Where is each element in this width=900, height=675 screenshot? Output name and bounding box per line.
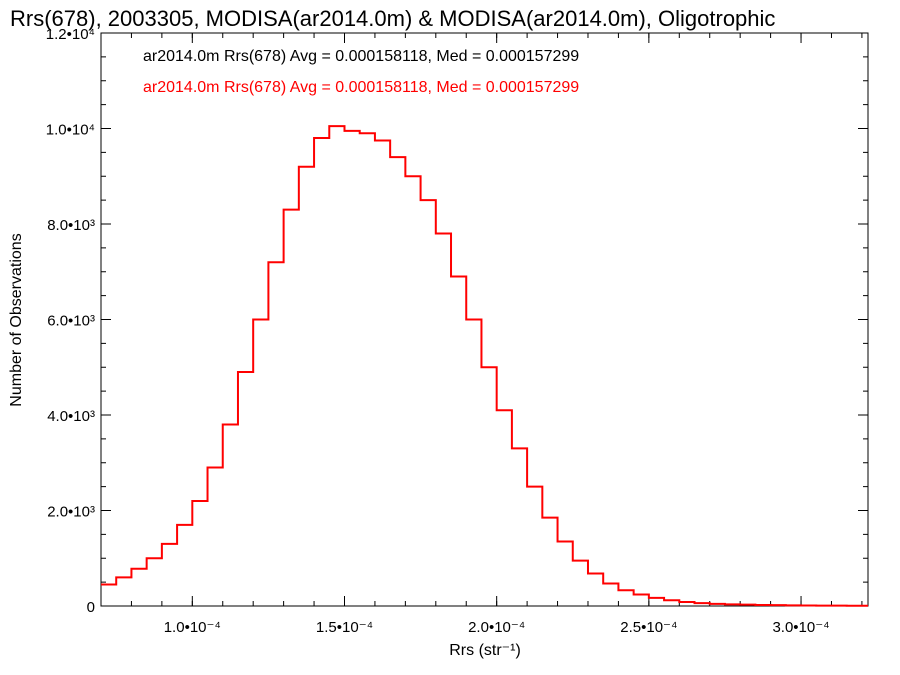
stats-line-red: ar2014.0m Rrs(678) Avg = 0.000158118, Me… [143,79,579,96]
x-tick-label: 1.5•10⁻⁴ [316,619,373,636]
x-tick-label: 3.0•10⁻⁴ [772,619,829,636]
x-axis-label: Rrs (str⁻¹) [449,642,521,659]
y-tick-label: 1.0•10⁴ [46,122,95,139]
y-tick-label: 8.0•10³ [47,217,95,234]
y-tick-label: 1.2•10⁴ [46,26,95,43]
y-tick-label: 6.0•10³ [47,313,95,330]
plot-frame [100,32,869,607]
x-tick-label: 1.0•10⁻⁴ [164,619,221,636]
stats-line-black: ar2014.0m Rrs(678) Avg = 0.000158118, Me… [143,48,579,65]
y-axis-label: Number of Observations [8,233,25,406]
series-line [101,125,868,607]
axis-tick-labels: 1.0•10⁻⁴ 1.5•10⁻⁴ 2.0•10⁻⁴ 2.5•10⁻⁴ 3.0•10⁻⁴… [46,26,830,636]
y-tick-label: 4.0•10³ [47,408,95,425]
x-tick-label: 2.0•10⁻⁴ [468,619,525,636]
y-tick-label: 2.0•10³ [47,504,95,521]
chart-title: Rrs(678), 2003305, MODISA(ar2014.0m) & M… [10,6,775,31]
x-tick-label: 2.5•10⁻⁴ [620,619,677,636]
y-tick-label: 0 [87,599,95,616]
axis-ticks [100,32,868,607]
